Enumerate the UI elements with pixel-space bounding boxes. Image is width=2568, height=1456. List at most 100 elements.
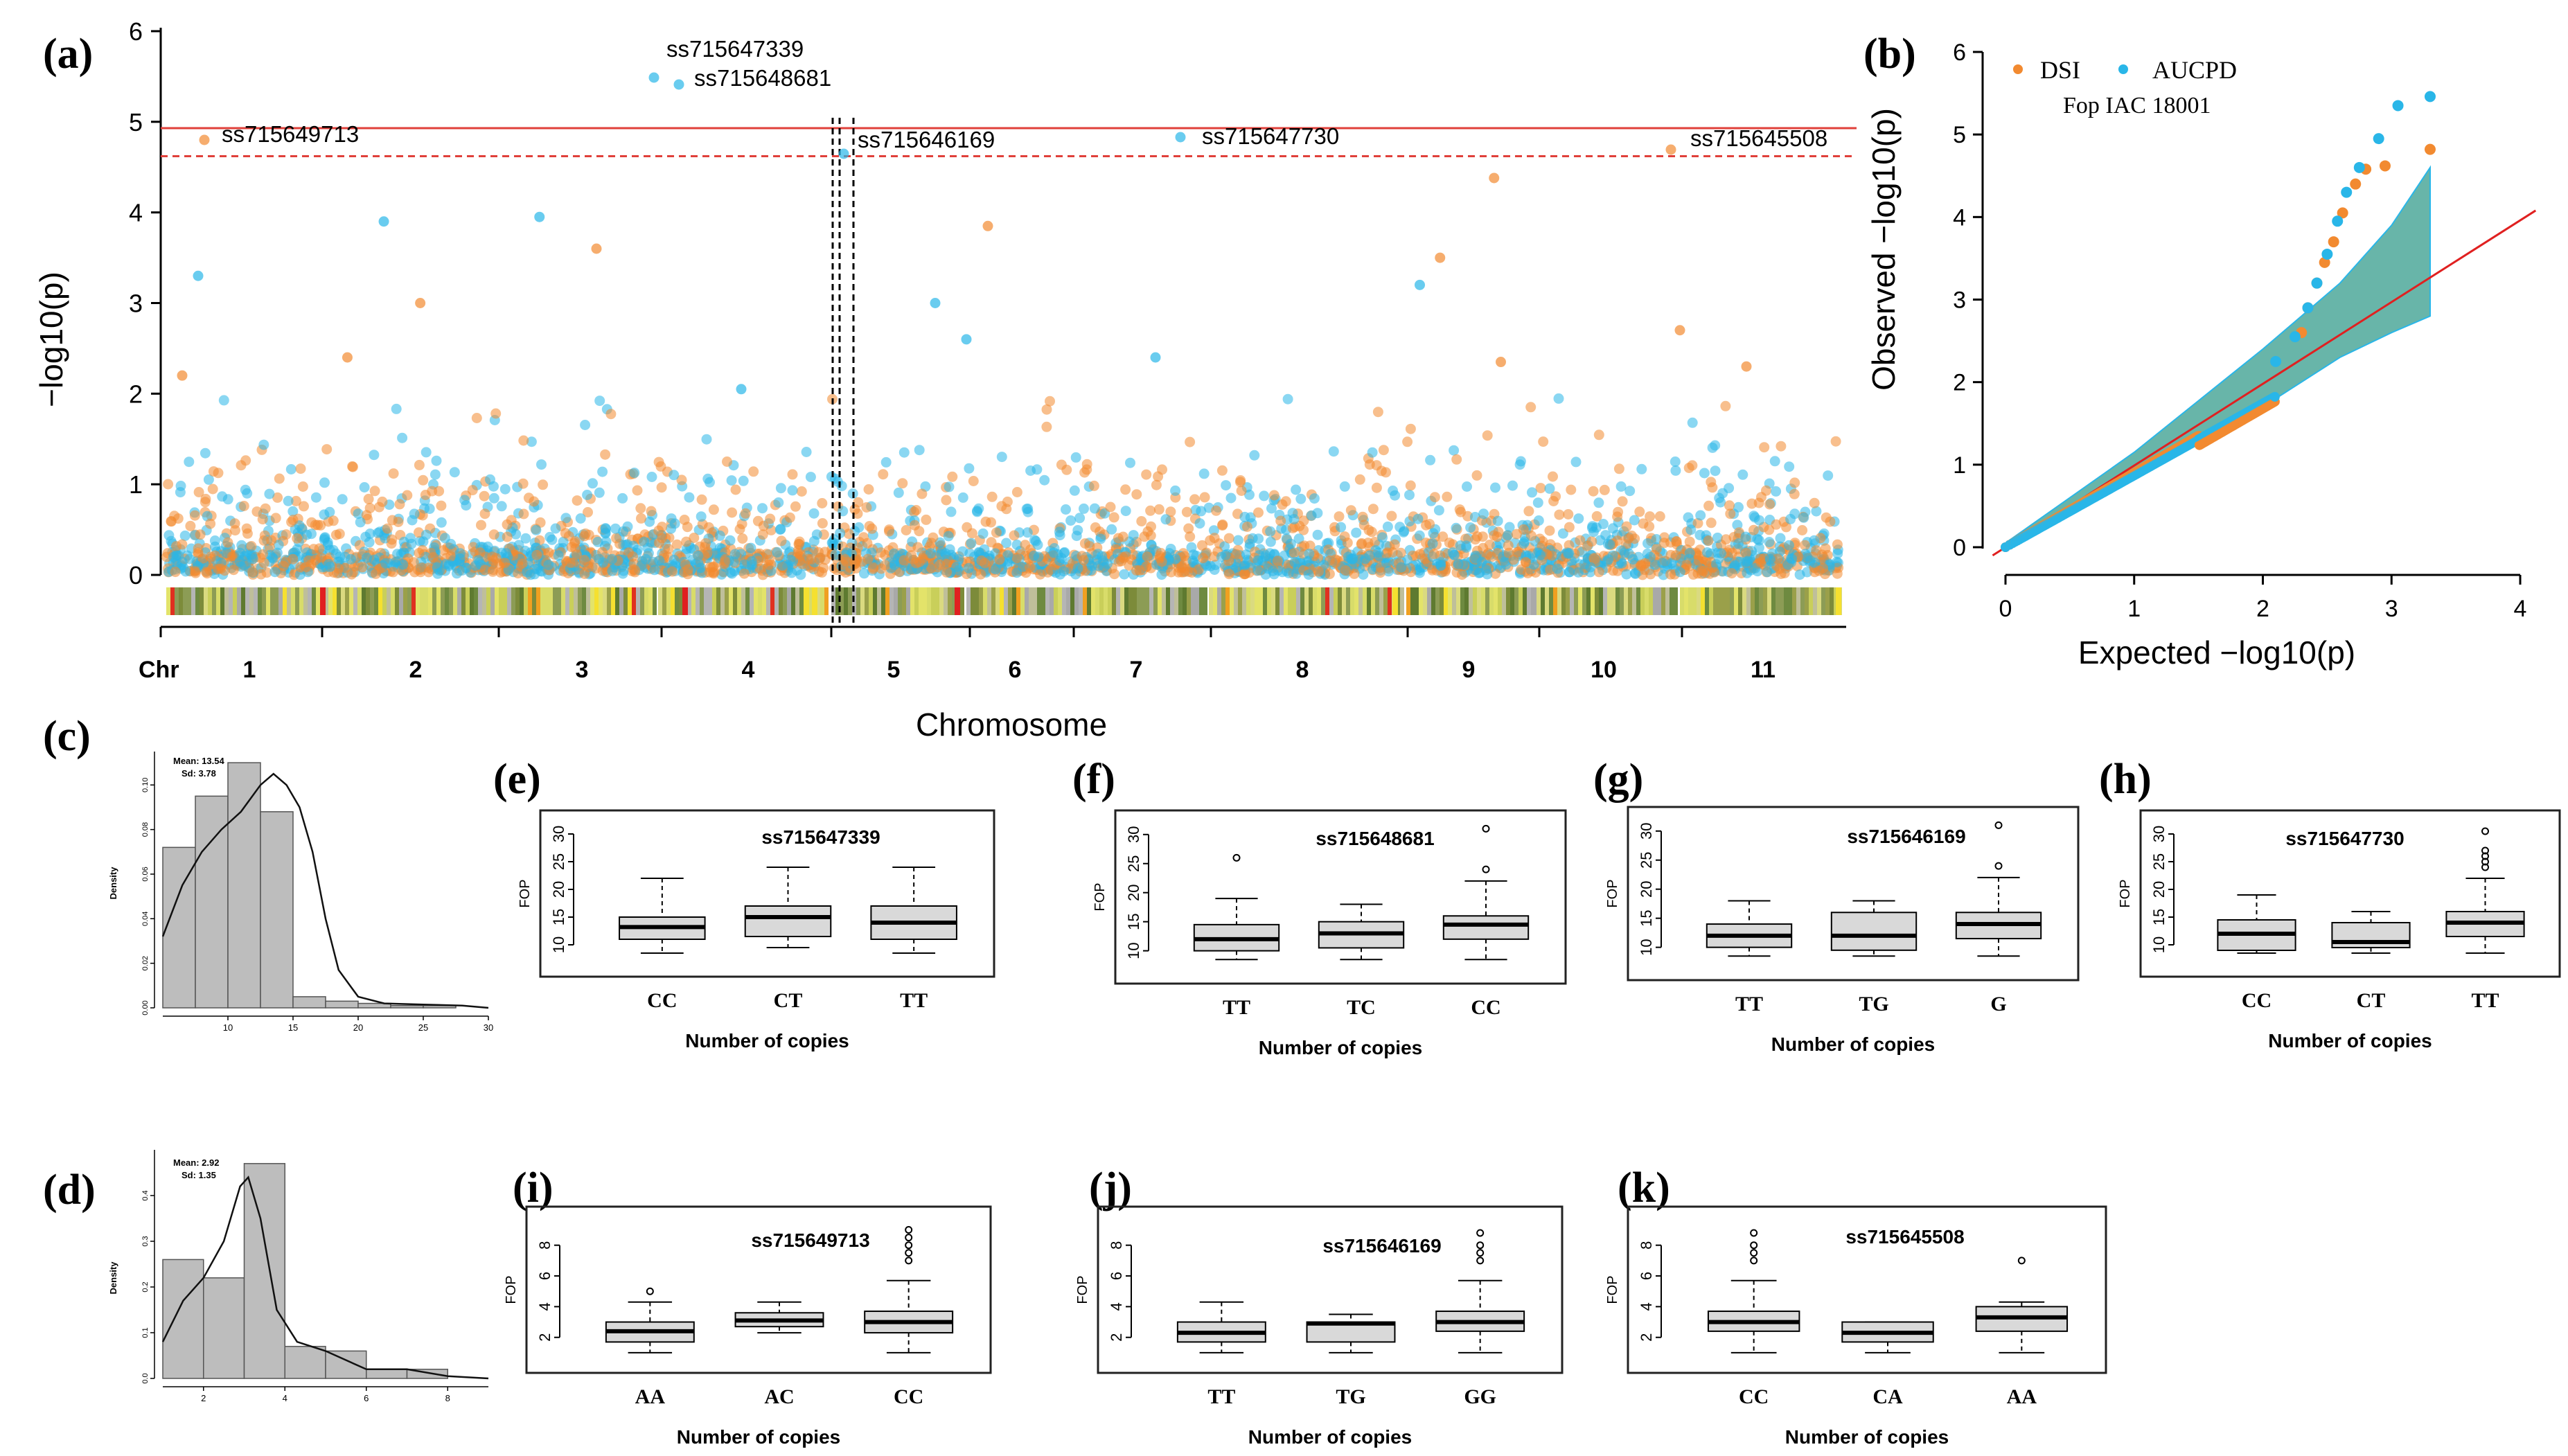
manhattan-point xyxy=(180,566,191,577)
chromosome-density-bin xyxy=(224,587,229,615)
chromosome-density-bin xyxy=(349,587,353,615)
manhattan-point xyxy=(702,548,713,559)
manhattan-point xyxy=(1832,548,1843,559)
chromosome-density-bin xyxy=(1279,587,1284,615)
chromosome-density-bin xyxy=(441,587,445,615)
significant-snp-point xyxy=(1665,144,1676,155)
boxplot-outlier xyxy=(905,1241,913,1250)
manhattan-point xyxy=(398,559,409,570)
chromosome-density-bin xyxy=(254,587,258,615)
manhattan-point xyxy=(1453,558,1464,569)
manhattan-point xyxy=(1575,535,1586,546)
manhattan-point xyxy=(1741,556,1752,567)
manhattan-point xyxy=(1358,569,1369,580)
manhattan-point xyxy=(571,549,582,560)
histogram-bar xyxy=(162,846,196,1009)
chromosome-density-bin xyxy=(416,587,420,615)
boxplot-group-label: CC xyxy=(2242,989,2272,1012)
chromosome-density-bin xyxy=(1124,587,1128,615)
chromosome-density-bin xyxy=(1498,587,1502,615)
manhattan-point xyxy=(319,509,330,520)
chromosome-density-bin xyxy=(200,587,204,615)
manhattan-point xyxy=(1740,547,1751,558)
chromosome-density-bin xyxy=(691,587,696,615)
chromosome-density-bin xyxy=(445,587,449,615)
chromosome-density-bin xyxy=(1267,587,1271,615)
manhattan-point xyxy=(696,562,707,574)
histogram-y-tick-label: 0.4 xyxy=(141,1190,150,1200)
chromosome-density-bin xyxy=(1079,587,1083,615)
manhattan-point xyxy=(1492,515,1503,526)
histogram-bar xyxy=(325,1350,367,1379)
chromosome-density-bin xyxy=(1628,587,1632,615)
chromosome-density-bin xyxy=(216,587,220,615)
manhattan-peak-point xyxy=(534,211,545,222)
chromosome-density-bin xyxy=(474,587,478,615)
manhattan-point xyxy=(1588,486,1599,497)
manhattan-point xyxy=(1054,556,1065,566)
chromosome-density-bin xyxy=(1338,587,1342,615)
manhattan-point xyxy=(1789,488,1800,499)
panel-label-i: (i) xyxy=(513,1164,554,1211)
manhattan-point xyxy=(909,506,920,517)
manhattan-point xyxy=(1265,526,1276,537)
chromosome-density-bin xyxy=(1170,587,1174,615)
manhattan-point xyxy=(287,506,299,517)
manhattan-point xyxy=(1289,547,1300,558)
manhattan-point xyxy=(1711,559,1721,570)
manhattan-point xyxy=(1265,536,1276,547)
manhattan-point xyxy=(420,447,432,458)
manhattan-point xyxy=(705,477,715,488)
manhattan-point xyxy=(901,525,912,535)
significant-snp-label: ss715647339 xyxy=(666,36,804,62)
chromosome-density-bin xyxy=(1746,587,1751,615)
manhattan-point xyxy=(1471,470,1482,481)
boxplot-group-label: CC xyxy=(894,1385,923,1408)
chromosome-density-bin xyxy=(1692,587,1697,615)
manhattan-point xyxy=(359,482,370,492)
chromosome-density-bin xyxy=(520,587,524,615)
manhattan-point xyxy=(1538,436,1549,447)
manhattan-peak-point xyxy=(193,270,204,281)
significant-snp-point xyxy=(648,72,659,83)
boxplot-y-tick-label: 2 xyxy=(1638,1333,1655,1342)
boxplot-y-tick-label: 6 xyxy=(1108,1272,1125,1280)
chromosome-density-bin xyxy=(1566,587,1570,615)
manhattan-point xyxy=(1208,525,1219,536)
manhattan-chr-label: 5 xyxy=(887,657,901,683)
chromosome-density-bin xyxy=(1358,587,1363,615)
manhattan-point xyxy=(1342,538,1353,549)
chromosome-density-bin xyxy=(770,587,774,615)
chromosome-density-bin xyxy=(1813,587,1817,615)
manhattan-point xyxy=(1740,531,1751,542)
histogram-bar xyxy=(366,1369,408,1379)
manhattan-point xyxy=(775,524,786,535)
manhattan-point xyxy=(1194,518,1205,529)
manhattan-point xyxy=(861,502,872,513)
manhattan-point xyxy=(1621,569,1632,580)
qq-y-title: Observed −log10(p) xyxy=(1866,108,1902,391)
chromosome-density-bin xyxy=(671,587,675,615)
qq-point-dsi xyxy=(2379,160,2391,172)
chromosome-density-bin xyxy=(1657,587,1661,615)
manhattan-point xyxy=(168,551,179,562)
boxplot-i: ss715649713 2 4 6 8 FOP AA AC CC Number of copies xyxy=(504,1205,992,1448)
chromosome-density-bin xyxy=(1561,587,1566,615)
chromosome-density-bin xyxy=(720,587,725,615)
manhattan-point xyxy=(835,528,846,539)
manhattan-point xyxy=(319,532,330,543)
manhattan-point xyxy=(1726,547,1737,558)
manhattan-point xyxy=(1703,535,1714,546)
chromosome-density-bin xyxy=(1363,587,1367,615)
chromosome-density-bin xyxy=(1734,587,1738,615)
chromosome-density-bin xyxy=(1721,587,1726,615)
chromosome-density-bin xyxy=(935,587,939,615)
manhattan-point xyxy=(1503,540,1514,551)
chromosome-density-bin xyxy=(1242,587,1246,615)
manhattan-point xyxy=(1347,553,1358,565)
manhattan-point xyxy=(1685,524,1697,535)
chromosome-density-bin xyxy=(324,587,328,615)
manhattan-point xyxy=(1589,554,1600,565)
manhattan-point xyxy=(306,517,317,528)
manhattan-point xyxy=(1642,538,1653,549)
